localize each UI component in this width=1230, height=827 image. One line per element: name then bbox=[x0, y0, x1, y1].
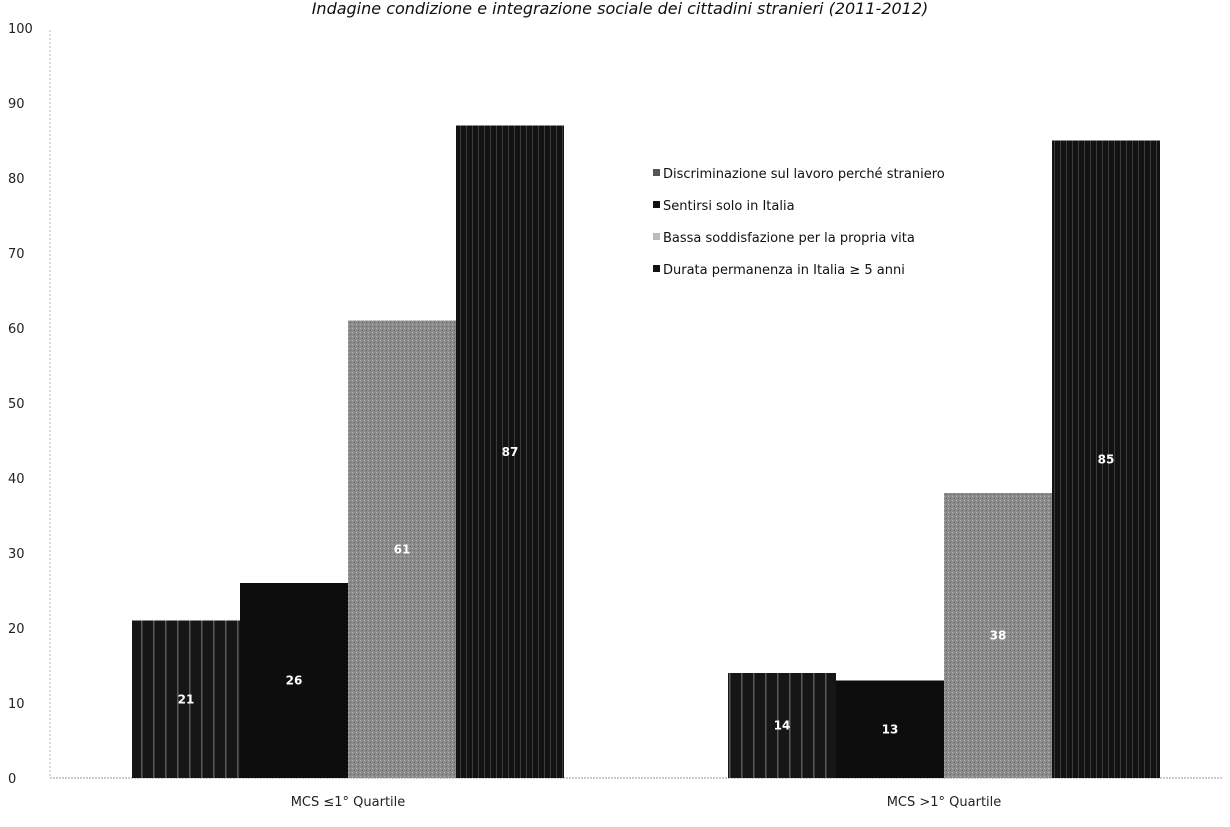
bar-4-mcs-le-q1 bbox=[456, 125, 564, 778]
bar-value-label: 38 bbox=[990, 629, 1007, 643]
category-label: MCS ≤1° Quartile bbox=[291, 795, 406, 810]
legend-label: Durata permanenza in Italia ≥ 5 anni bbox=[663, 263, 905, 278]
legend-swatch bbox=[653, 201, 660, 208]
bar-value-label: 61 bbox=[394, 542, 411, 556]
y-tick-label: 70 bbox=[8, 247, 25, 262]
legend-swatch bbox=[653, 265, 660, 272]
bar-1-mcs-le-q1 bbox=[132, 620, 240, 778]
bar-value-label: 21 bbox=[178, 692, 195, 706]
bar-value-label: 14 bbox=[774, 719, 791, 733]
y-tick-label: 40 bbox=[8, 472, 25, 487]
y-tick-label: 50 bbox=[8, 397, 25, 412]
bar-1-mcs-gt-q1 bbox=[728, 673, 836, 778]
bar-value-label: 85 bbox=[1098, 452, 1115, 466]
value-labels-group: 21 26 61 87 14 13 38 85 bbox=[178, 445, 1115, 737]
y-tick-label: 60 bbox=[8, 322, 25, 337]
bar-value-label: 26 bbox=[286, 674, 303, 688]
legend-label: Bassa soddisfazione per la propria vita bbox=[663, 231, 915, 246]
category-label: MCS >1° Quartile bbox=[887, 795, 1002, 810]
legend-label: Discriminazione sul lavoro perché strani… bbox=[663, 167, 945, 182]
legend-swatch bbox=[653, 233, 660, 240]
y-axis-ticks: 0 10 20 30 40 50 60 70 80 90 100 bbox=[8, 22, 33, 787]
bar-value-label: 87 bbox=[502, 445, 519, 459]
bar-2-mcs-gt-q1 bbox=[836, 680, 944, 778]
bar-4-mcs-gt-q1 bbox=[1052, 140, 1160, 778]
y-tick-label: 30 bbox=[8, 547, 25, 562]
legend-swatch bbox=[653, 169, 660, 176]
legend: Discriminazione sul lavoro perché strani… bbox=[653, 167, 945, 278]
bar-value-label: 13 bbox=[882, 722, 899, 736]
y-tick-label: 10 bbox=[8, 697, 25, 712]
y-tick-label: 100 bbox=[8, 22, 33, 37]
bar-3-mcs-le-q1 bbox=[348, 320, 456, 778]
legend-label: Sentirsi solo in Italia bbox=[663, 199, 795, 214]
bars-group bbox=[132, 125, 1160, 778]
category-labels-group: MCS ≤1° Quartile MCS >1° Quartile bbox=[291, 795, 1002, 810]
chart-title: Indagine condizione e integrazione socia… bbox=[312, 0, 929, 18]
bar-2-mcs-le-q1 bbox=[240, 583, 348, 778]
y-tick-label: 20 bbox=[8, 622, 25, 637]
bar-3-mcs-gt-q1 bbox=[944, 493, 1052, 778]
y-tick-label: 0 bbox=[8, 772, 16, 787]
y-tick-label: 90 bbox=[8, 97, 25, 112]
y-tick-label: 80 bbox=[8, 172, 25, 187]
